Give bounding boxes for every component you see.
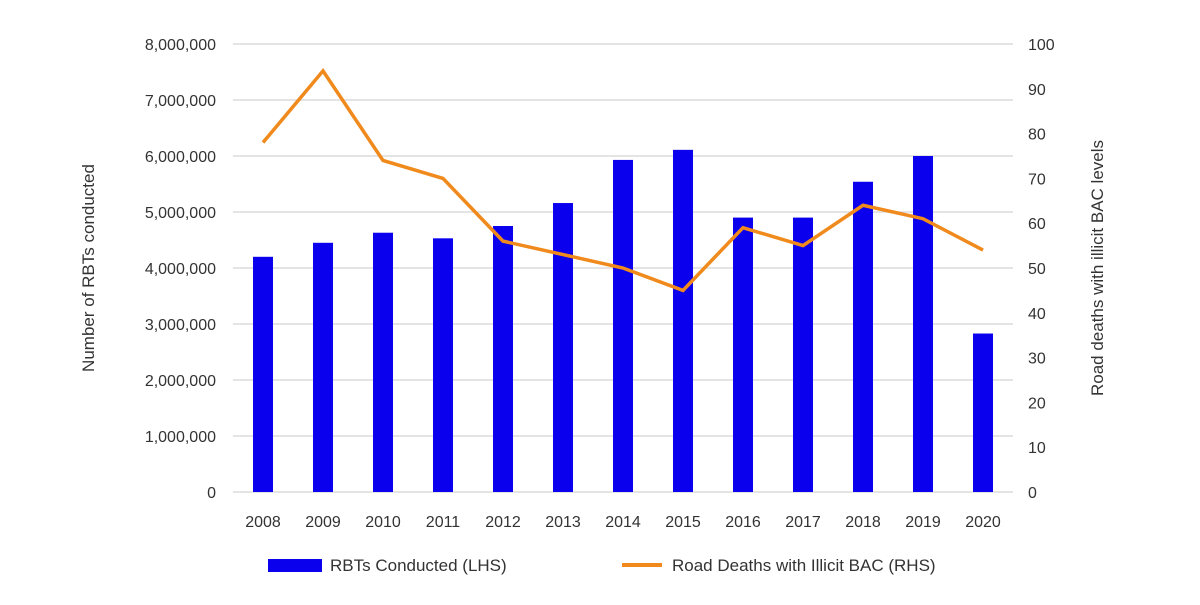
legend: RBTs Conducted (LHS) Road Deaths with Il… bbox=[268, 556, 936, 575]
x-tick-label: 2010 bbox=[365, 514, 401, 531]
left-tick-label: 3,000,000 bbox=[145, 317, 216, 334]
bar bbox=[853, 182, 873, 492]
left-tick-label: 7,000,000 bbox=[145, 93, 216, 110]
x-tick-label: 2015 bbox=[665, 514, 701, 531]
bar bbox=[793, 218, 813, 492]
x-tick-label: 2017 bbox=[785, 514, 821, 531]
legend-bar-label: RBTs Conducted (LHS) bbox=[330, 556, 507, 575]
right-tick-label: 60 bbox=[1028, 216, 1046, 233]
right-tick-label: 100 bbox=[1028, 37, 1055, 54]
left-axis-ticks: 0 1,000,000 2,000,000 3,000,000 4,000,000 5,0… bbox=[145, 37, 216, 502]
x-tick-label: 2020 bbox=[965, 514, 1001, 531]
bar bbox=[673, 150, 693, 492]
left-tick-label: 0 bbox=[207, 485, 216, 502]
x-axis-ticks: 2008 2009 2010 2011 2012 2013 2014 2015 2016 2017… bbox=[245, 514, 1001, 531]
left-tick-label: 4,000,000 bbox=[145, 261, 216, 278]
right-tick-label: 20 bbox=[1028, 395, 1046, 412]
x-tick-label: 2019 bbox=[905, 514, 941, 531]
left-tick-label: 2,000,000 bbox=[145, 373, 216, 390]
left-tick-label: 1,000,000 bbox=[145, 429, 216, 446]
right-tick-label: 10 bbox=[1028, 440, 1046, 457]
left-tick-label: 8,000,000 bbox=[145, 37, 216, 54]
x-tick-label: 2012 bbox=[485, 514, 521, 531]
bar bbox=[253, 257, 273, 492]
x-tick-label: 2014 bbox=[605, 514, 641, 531]
right-axis-title: Road deaths with illicit BAC levels bbox=[1088, 140, 1107, 396]
right-tick-label: 40 bbox=[1028, 306, 1046, 323]
right-tick-label: 70 bbox=[1028, 171, 1046, 188]
right-tick-label: 30 bbox=[1028, 351, 1046, 368]
right-tick-label: 80 bbox=[1028, 127, 1046, 144]
bar bbox=[313, 243, 333, 492]
bar bbox=[433, 238, 453, 492]
left-tick-label: 6,000,000 bbox=[145, 149, 216, 166]
bar-series bbox=[253, 150, 993, 492]
bar bbox=[913, 156, 933, 492]
bar bbox=[733, 218, 753, 492]
legend-bar-swatch bbox=[268, 559, 322, 572]
x-tick-label: 2011 bbox=[426, 514, 461, 531]
x-tick-label: 2018 bbox=[845, 514, 881, 531]
bar bbox=[373, 233, 393, 492]
bar bbox=[493, 226, 513, 492]
x-tick-label: 2016 bbox=[725, 514, 761, 531]
bar bbox=[613, 160, 633, 492]
x-tick-label: 2008 bbox=[245, 514, 281, 531]
right-tick-label: 90 bbox=[1028, 82, 1046, 99]
x-tick-label: 2013 bbox=[545, 514, 581, 531]
right-axis-ticks: 0 10 20 30 40 50 60 70 80 90 100 bbox=[1028, 37, 1055, 502]
legend-line-label: Road Deaths with Illicit BAC (RHS) bbox=[672, 556, 936, 575]
left-tick-label: 5,000,000 bbox=[145, 205, 216, 222]
x-tick-label: 2009 bbox=[305, 514, 341, 531]
bar bbox=[553, 203, 573, 492]
right-tick-label: 50 bbox=[1028, 261, 1046, 278]
right-tick-label: 0 bbox=[1028, 485, 1037, 502]
bar bbox=[973, 334, 993, 492]
left-axis-title: Number of RBTs conducted bbox=[79, 164, 98, 372]
